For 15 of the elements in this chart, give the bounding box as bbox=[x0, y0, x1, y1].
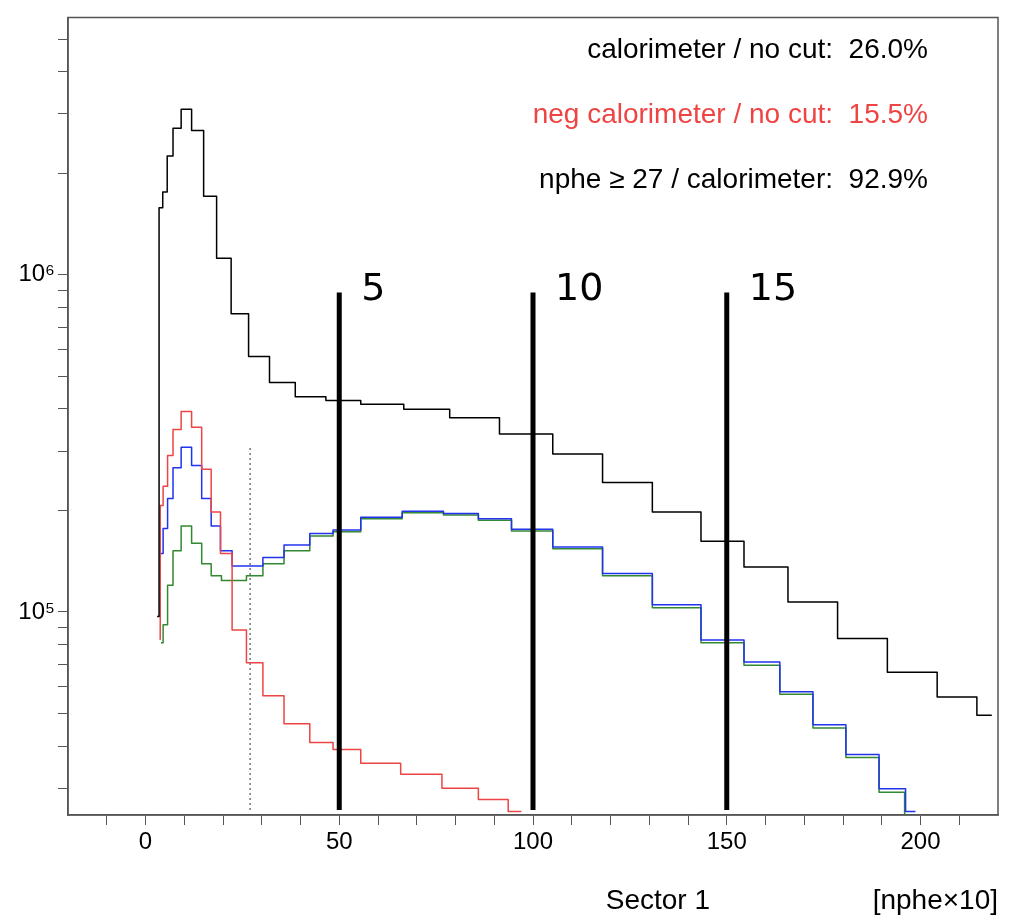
x-tick-label: 0 bbox=[138, 827, 153, 855]
annotation: calorimeter / no cut: 26.0% bbox=[587, 32, 928, 64]
x-tick-label: 150 bbox=[706, 827, 747, 855]
text: Sector 1 bbox=[605, 883, 710, 915]
text: neg calorimeter / no cut: 15.5% bbox=[532, 97, 928, 129]
x-tick-label: 50 bbox=[325, 827, 353, 855]
annotation: 5 bbox=[361, 265, 386, 310]
annotation: nphe ≥ 27 / calorimeter: 92.9% bbox=[539, 162, 928, 194]
y-tick-label: 10⁵ bbox=[18, 596, 55, 624]
y-tick-label: 10⁶ bbox=[18, 259, 55, 287]
annotation: 10 bbox=[555, 265, 604, 310]
x-tick-label: 200 bbox=[900, 827, 941, 855]
x-tick-label: 100 bbox=[512, 827, 554, 855]
x-axis-title: [nphe×10] bbox=[872, 883, 998, 915]
annotation: 15 bbox=[748, 265, 798, 310]
